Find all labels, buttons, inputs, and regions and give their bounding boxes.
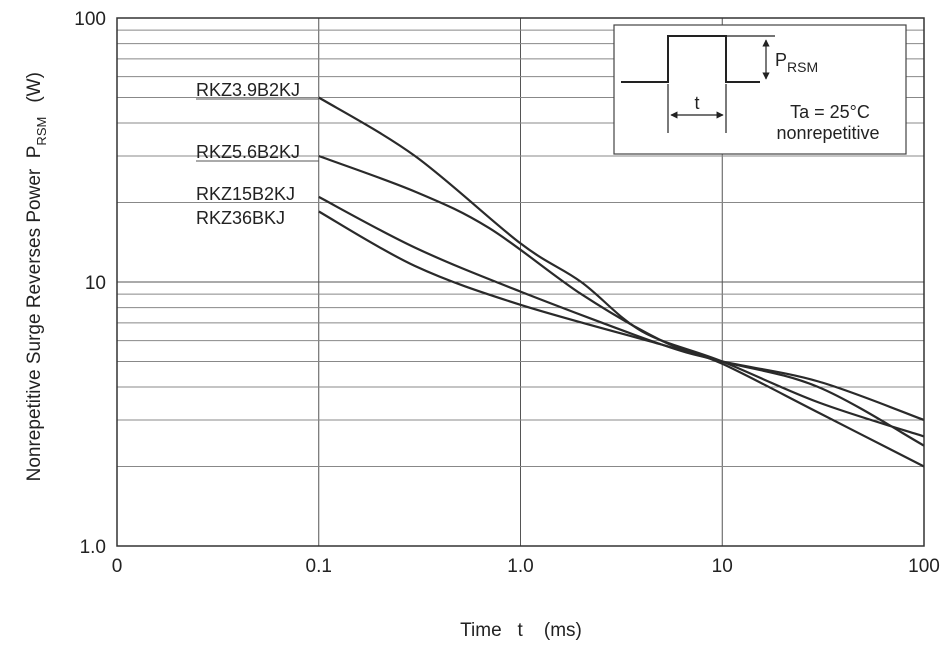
inset-symbol-subscript: RSM [787,59,818,75]
x-tick-label: 1.0 [507,556,533,577]
series-curve [318,154,925,468]
pulse-waveform [621,35,760,83]
x-tick-label: 0.1 [306,556,332,577]
svg-text:Nonrepetitive Surge Reverses P: Nonrepetitive Surge Reverses Power PRSM (… [24,46,49,519]
y-axis-title-subscript: RSM [34,117,49,146]
series-label: RKZ3.9B2KJ [196,80,300,100]
series-labels: RKZ3.9B2KJ RKZ5.6B2KJ RKZ15B2KJ RKZ36BKJ [196,80,319,228]
y-tick-label: 100 [74,9,106,30]
series-curve [318,96,925,438]
inset-condition-mode: nonrepetitive [776,123,879,143]
pulse-width-label: t [694,93,699,113]
series-curves [318,96,925,468]
series-label: RKZ15B2KJ [196,184,295,204]
series-label: RKZ36BKJ [196,208,285,228]
x-tick-labels: 0 0.1 1.0 10 100 [112,556,940,577]
x-tick-label: 10 [712,556,733,577]
inset-box [613,24,907,155]
y-tick-label: 1.0 [80,537,106,558]
series-curve [318,210,925,422]
y-axis-title-unit: (W) [24,72,45,103]
plot-frame [116,17,925,547]
inset-symbol: PRSM [775,50,818,75]
x-tick-label: 100 [908,556,940,577]
pulse-inset: t PRSM Ta = 25°C nonrepetitive [613,24,907,155]
y-tick-labels: 1.0 10 100 [74,9,106,558]
inset-symbol-main: P [775,50,787,70]
y-tick-label: 10 [85,273,106,294]
x-tick-label: 0 [112,556,123,577]
x-axis-title: Time t (ms) [460,620,582,641]
y-axis-title: Nonrepetitive Surge Reverses Power PRSM (… [24,46,49,519]
y-axis-title-main: Nonrepetitive Surge Reverses Power P [24,146,45,482]
inset-condition-temp: Ta = 25°C [790,102,870,122]
series-label: RKZ5.6B2KJ [196,142,300,162]
